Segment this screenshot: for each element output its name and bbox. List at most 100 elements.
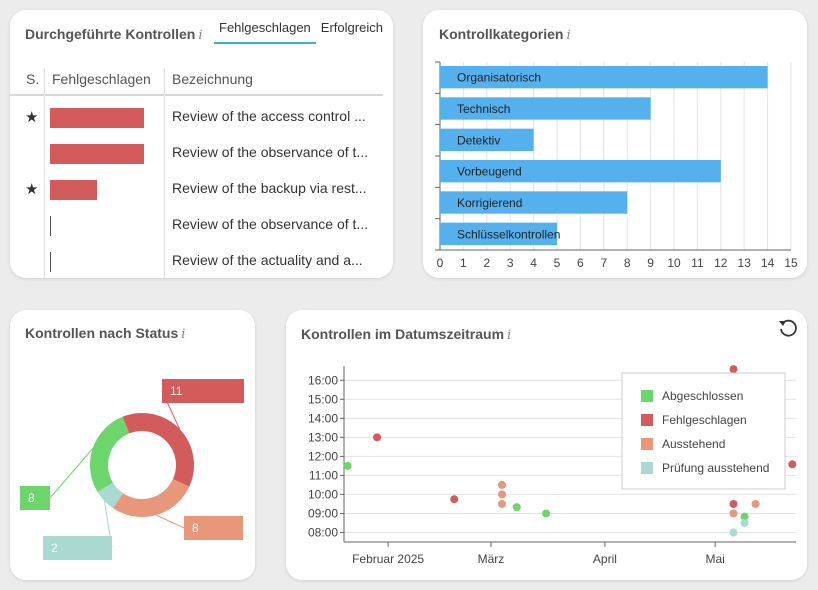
donut-slice [90, 416, 130, 493]
scatter-point [498, 480, 507, 489]
scatter-point [512, 503, 521, 512]
category-label: Detektiv [457, 133, 500, 147]
column-header-name[interactable]: Bezeichnung [172, 71, 253, 87]
scatter-point [450, 495, 459, 504]
controls-by-status-title-text: Kontrollen nach Status [25, 325, 179, 341]
x-tick-label: 8 [624, 256, 631, 270]
donut-value-box [184, 516, 243, 540]
x-tick-label: April [593, 552, 617, 566]
failed-bar [50, 108, 144, 128]
control-categories-title: Kontrollkategorien i [439, 26, 571, 43]
executed-controls-title-text: Durchgeführte Kontrollen [25, 26, 196, 42]
donut-slice [97, 482, 124, 509]
star-icon[interactable]: ★ [25, 109, 39, 126]
x-tick-label: 4 [530, 256, 537, 270]
scatter-point [373, 433, 382, 442]
control-name[interactable]: Review of the access control ... [172, 108, 366, 124]
tab-failed[interactable]: Fehlgeschlagen [214, 14, 316, 44]
x-tick-label: 12 [714, 256, 728, 270]
legend-swatch [641, 414, 653, 426]
controls-date-range-title: Kontrollen im Datumszeitraum i [301, 326, 511, 343]
status-donut-chart: 11 8 2 8 [20, 379, 244, 560]
category-bar [440, 160, 721, 183]
x-tick-label: 1 [460, 256, 467, 270]
category-label: Korrigierend [457, 196, 522, 210]
legend-label: Abgeschlossen [662, 389, 743, 403]
legend-swatch [641, 390, 653, 402]
x-tick-label: 6 [577, 256, 584, 270]
control-name[interactable]: Review of the observance of t... [172, 144, 369, 160]
y-tick-label: 14:00 [308, 411, 338, 425]
y-tick-label: 08:00 [308, 525, 338, 539]
x-tick-label: März [478, 552, 505, 566]
category-bar [440, 128, 534, 151]
table-row[interactable]: Review of the observance of t... [10, 134, 383, 170]
info-icon[interactable]: i [566, 28, 571, 43]
control-name[interactable]: Review of the backup via rest... [172, 180, 367, 196]
legend-label: Fehlgeschlagen [662, 413, 747, 427]
category-bar [440, 97, 651, 120]
category-label: Vorbeugend [457, 165, 522, 179]
star-icon[interactable]: ★ [25, 181, 39, 198]
info-icon[interactable]: i [507, 328, 512, 343]
scatter-point [498, 499, 507, 508]
failed-bar [50, 180, 97, 200]
y-tick-label: 10:00 [308, 487, 338, 501]
donut-value-box [20, 486, 50, 510]
legend-label: Ausstehend [662, 437, 725, 451]
legend-swatch [641, 438, 653, 450]
controls-date-range-card: Kontrollen im Datumszeitraum i 08:00 09:00… [286, 310, 807, 580]
x-tick-label: Februar 2025 [352, 552, 424, 566]
x-tick-label: 3 [507, 256, 514, 270]
x-tick-label: 2 [483, 256, 490, 270]
control-categories-card: Kontrollkategorien i 0 1 2 3 4 5 6 7 8 9 10 11 12 13 14… [423, 10, 807, 278]
categories-bar-chart: 0 1 2 3 4 5 6 7 8 9 10 11 12 13 14 15OrganisatorischTec… [435, 61, 798, 270]
donut-value-label: 11 [170, 384, 183, 398]
y-tick-label: 16:00 [308, 373, 338, 387]
x-tick-label: 15 [784, 256, 798, 270]
y-tick-label: 12:00 [308, 449, 338, 463]
tab-successful[interactable]: Erfolgreich [320, 20, 383, 35]
donut-value-label: 2 [51, 541, 58, 555]
donut-slice [113, 478, 190, 517]
x-tick-label: 13 [738, 256, 752, 270]
info-icon[interactable]: i [198, 28, 203, 43]
column-divider [44, 68, 45, 278]
reset-icon[interactable] [777, 318, 799, 340]
x-tick-label: 7 [600, 256, 607, 270]
donut-leader-line [155, 514, 185, 529]
control-name[interactable]: Review of the actuality and a... [172, 252, 363, 268]
column-header-failed[interactable]: Fehlgeschlagen [52, 71, 151, 87]
category-bar [440, 191, 628, 214]
donut-value-label: 8 [192, 521, 199, 535]
x-tick-label: 0 [437, 256, 444, 270]
controls-date-range-title-text: Kontrollen im Datumszeitraum [301, 326, 505, 342]
failed-bar [50, 144, 144, 164]
info-icon[interactable]: i [181, 327, 186, 342]
table-header: S. Fehlgeschlagen Bezeichnung [10, 68, 383, 96]
y-tick-label: 09:00 [308, 506, 338, 520]
category-label: Organisatorisch [457, 71, 541, 85]
scatter-point [740, 518, 749, 527]
donut-value-box [43, 536, 112, 560]
date-range-scatter-chart: 08:00 09:00 10:00 11:00 12:00 13:00 14:00 15:00… [308, 365, 797, 566]
table-row[interactable]: Review of the observance of t... [10, 206, 383, 242]
scatter-point [542, 509, 551, 518]
donut-value-label: 8 [28, 491, 35, 505]
table-row[interactable]: ★ Review of the access control ... [10, 98, 383, 134]
legend-label: Prüfung ausstehend [662, 461, 769, 475]
controls-tabs: Fehlgeschlagen Erfolgreich [214, 14, 388, 44]
table-row[interactable]: Review of the actuality and a... [10, 242, 383, 278]
column-divider [164, 68, 165, 278]
executed-controls-card: Durchgeführte Kontrollen i Fehlgeschlagen… [10, 10, 393, 278]
controls-by-status-title: Kontrollen nach Status i [25, 325, 185, 342]
scatter-point [343, 461, 352, 470]
control-name[interactable]: Review of the observance of t... [172, 216, 369, 232]
scatter-point [740, 512, 749, 521]
table-row[interactable]: ★ Review of the backup via rest... [10, 170, 383, 206]
category-label: Technisch [457, 102, 510, 116]
x-tick-label: 11 [691, 256, 704, 270]
executed-controls-title: Durchgeführte Kontrollen i [25, 26, 203, 43]
scatter-point [729, 499, 738, 508]
column-header-status[interactable]: S. [26, 71, 40, 87]
